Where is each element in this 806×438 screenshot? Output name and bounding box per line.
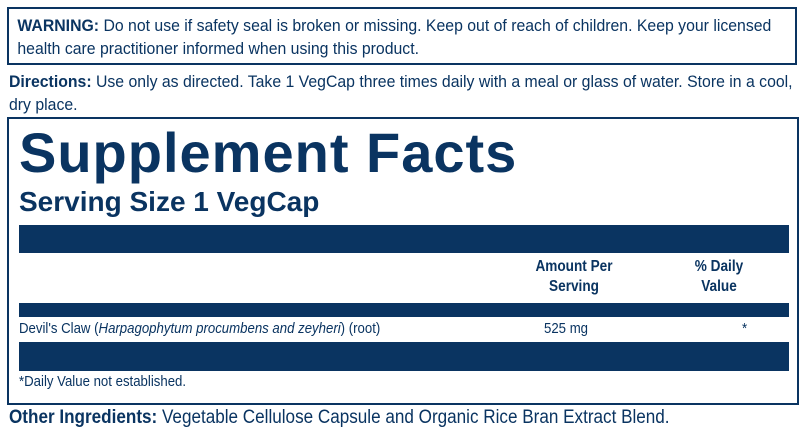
daily-value-header: % Daily Value (694, 258, 744, 295)
ingredient-name: Devil's Claw (Harpagophytum procumbens a… (19, 320, 381, 337)
serving-size: Serving Size 1 VegCap (19, 186, 320, 217)
directions-text: Use only as directed. Take 1 VegCap thre… (9, 72, 793, 114)
warning-box: WARNING: Do not use if safety seal is br… (7, 7, 797, 65)
other-ingredients: Other Ingredients: Vegetable Cellulose C… (9, 406, 806, 430)
warning-label: WARNING: (17, 16, 100, 35)
supplement-facts-panel: Supplement Facts Serving Size 1 VegCap A… (7, 117, 799, 405)
other-text: Vegetable Cellulose Capsule and Organic … (157, 407, 670, 428)
directions-label: Directions: (9, 72, 92, 91)
footnote: *Daily Value not established. (19, 373, 187, 390)
ingredient-amount: 525 mg (544, 320, 589, 337)
amount-header: Amount Per Serving (535, 258, 613, 295)
directions: Directions: Use only as directed. Take 1… (9, 70, 806, 116)
other-label: Other Ingredients: (9, 407, 158, 428)
warning-text: Do not use if safety seal is broken or m… (17, 16, 772, 58)
divider-bar (19, 225, 789, 253)
divider-bar (19, 303, 789, 317)
facts-title: Supplement Facts (19, 121, 518, 184)
ingredient-dv: * (742, 320, 748, 337)
divider-bar (19, 342, 789, 371)
